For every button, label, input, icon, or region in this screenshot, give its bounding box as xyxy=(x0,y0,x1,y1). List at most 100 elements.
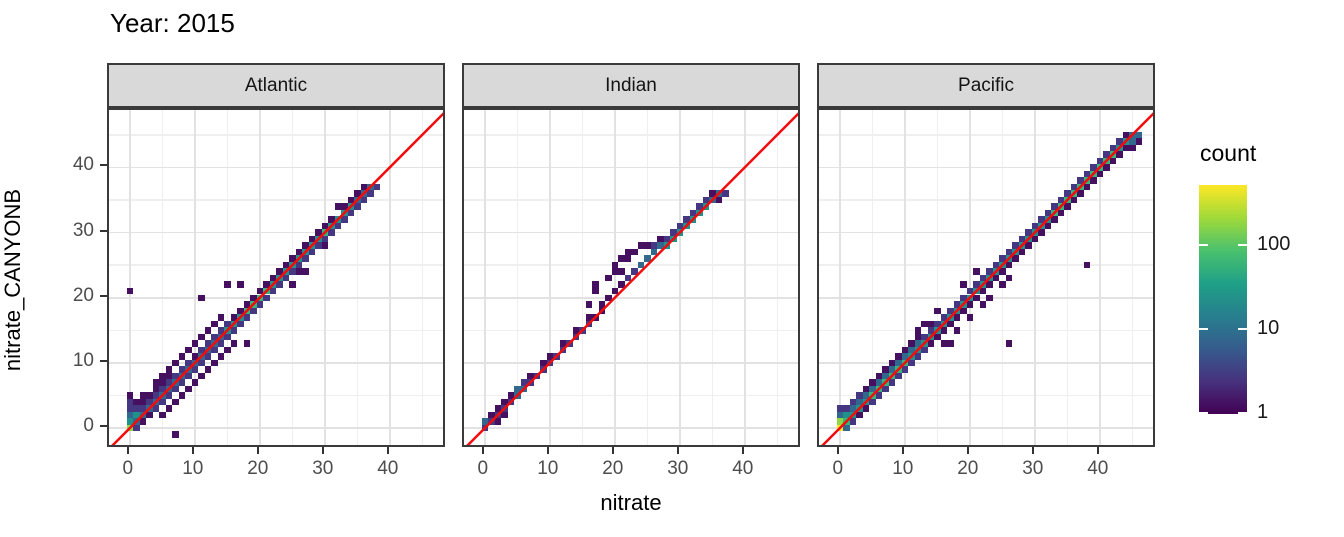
legend-tick-right xyxy=(1238,243,1247,246)
legend-tick-left xyxy=(1199,243,1208,246)
count-bin xyxy=(289,255,296,262)
count-bin xyxy=(198,294,205,301)
count-bin xyxy=(520,379,528,386)
count-bin xyxy=(217,340,225,347)
count-bin xyxy=(960,281,967,288)
count-bin xyxy=(901,366,909,373)
gridline-vertical xyxy=(679,110,681,445)
count-bin xyxy=(315,229,322,236)
count-bin xyxy=(882,372,889,380)
count-bin xyxy=(133,424,140,432)
legend-title: count xyxy=(1200,140,1257,166)
count-bin xyxy=(126,392,134,399)
count-bin xyxy=(1090,177,1097,184)
count-bin xyxy=(172,372,179,380)
count-bin xyxy=(230,314,238,321)
gridline-horizontal xyxy=(464,231,798,234)
count-bin xyxy=(1005,340,1013,347)
count-bin xyxy=(1096,170,1104,178)
count-bin xyxy=(204,340,212,347)
count-bin xyxy=(211,320,218,328)
count-bin xyxy=(224,320,231,328)
count-bin xyxy=(146,411,153,419)
gridline-vertical xyxy=(871,110,874,445)
count-bin xyxy=(934,333,941,341)
count-bin xyxy=(295,261,303,269)
count-bin xyxy=(1018,248,1026,256)
count-bin xyxy=(637,261,645,269)
count-bin xyxy=(650,248,658,256)
count-bin xyxy=(198,333,205,341)
count-bin xyxy=(657,235,664,243)
count-bin xyxy=(1012,255,1019,262)
count-bin xyxy=(360,183,368,191)
y-axis-tick xyxy=(100,294,107,297)
count-bin xyxy=(888,379,896,386)
count-bin xyxy=(139,405,147,412)
gridline-vertical xyxy=(969,110,971,445)
count-bin xyxy=(869,379,876,386)
count-bin xyxy=(133,398,140,406)
count-bin xyxy=(663,235,671,243)
gridline-vertical xyxy=(421,110,424,445)
gridline-vertical xyxy=(389,110,391,445)
count-bin xyxy=(1064,203,1071,210)
gridline-horizontal xyxy=(109,166,443,169)
count-bin xyxy=(624,255,632,262)
count-bin xyxy=(715,196,723,204)
count-bin xyxy=(185,372,192,380)
count-bin xyxy=(843,411,850,419)
count-bin xyxy=(843,424,850,432)
legend-tick-label: 1 xyxy=(1257,400,1269,423)
x-axis-tick-label: 20 xyxy=(247,458,269,479)
count-bin xyxy=(683,216,690,223)
gridline-horizontal xyxy=(819,134,1153,136)
legend-colorbar xyxy=(1199,185,1247,414)
count-bin xyxy=(243,314,251,321)
count-bin xyxy=(224,346,231,354)
y-axis-tick xyxy=(100,359,107,362)
count-bin xyxy=(849,418,857,425)
count-bin xyxy=(139,398,147,406)
count-bin xyxy=(1109,157,1117,165)
count-bin xyxy=(836,411,844,419)
count-bin xyxy=(618,268,625,275)
count-bin xyxy=(514,385,521,393)
count-bin xyxy=(256,287,264,295)
count-bin xyxy=(126,411,134,419)
count-bin xyxy=(315,242,322,249)
count-bin xyxy=(341,216,348,223)
count-bin xyxy=(269,274,277,282)
count-bin xyxy=(888,359,896,367)
count-bin xyxy=(198,346,205,354)
count-bin xyxy=(256,301,264,308)
count-bin xyxy=(908,346,915,354)
count-bin xyxy=(494,405,502,412)
x-axis-tick xyxy=(741,447,744,454)
x-axis-tick xyxy=(191,447,194,454)
count-bin xyxy=(631,268,638,275)
x-axis-tick-label: 40 xyxy=(377,458,399,479)
plot-panel-indian xyxy=(462,108,800,447)
count-bin xyxy=(178,353,186,360)
count-bin xyxy=(1070,183,1078,191)
gridline-horizontal xyxy=(819,427,1153,429)
gridline-horizontal xyxy=(464,134,798,136)
plot-title: Year: 2015 xyxy=(110,8,235,38)
count-bin xyxy=(191,379,199,386)
count-bin xyxy=(217,314,225,321)
gridline-vertical xyxy=(1131,110,1134,445)
x-axis-tick xyxy=(321,447,324,454)
gridline-horizontal xyxy=(109,199,443,201)
count-bin xyxy=(481,418,489,425)
gridline-vertical xyxy=(646,110,649,445)
count-bin xyxy=(901,346,909,354)
count-bin xyxy=(373,183,381,191)
gridline-vertical xyxy=(549,110,551,445)
count-bin xyxy=(882,385,889,393)
count-bin xyxy=(165,405,173,412)
gridline-horizontal xyxy=(819,264,1153,266)
y-axis-tick-label: 20 xyxy=(72,284,94,306)
count-bin xyxy=(1057,196,1065,204)
count-bin xyxy=(1096,157,1104,165)
